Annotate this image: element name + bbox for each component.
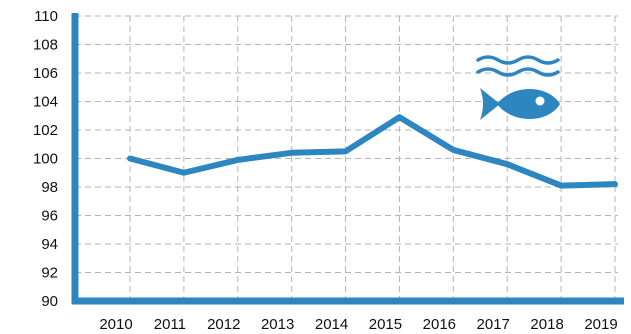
y-tick-label: 108 bbox=[33, 37, 58, 54]
y-tick-label: 90 bbox=[41, 293, 58, 310]
y-tick-label: 106 bbox=[33, 65, 58, 82]
x-axis-ticks: 2010 2011 2012 2013 2014 2015 2016 2017 2018 2019 bbox=[99, 316, 617, 333]
x-tick-label: 2019 bbox=[584, 316, 617, 333]
x-tick-label: 2013 bbox=[261, 316, 294, 333]
x-tick-label: 2017 bbox=[477, 316, 510, 333]
y-tick-label: 104 bbox=[33, 94, 58, 111]
x-tick-label: 2010 bbox=[99, 316, 132, 333]
y-tick-label: 102 bbox=[33, 122, 58, 139]
wave-icon bbox=[476, 55, 560, 65]
x-tick-label: 2014 bbox=[315, 316, 348, 333]
series-line bbox=[127, 114, 618, 189]
x-tick-label: 2015 bbox=[369, 316, 402, 333]
wave-icon bbox=[476, 67, 560, 77]
x-tick-label: 2016 bbox=[423, 316, 456, 333]
y-tick-label: 96 bbox=[41, 208, 58, 225]
x-tick-label: 2012 bbox=[207, 316, 240, 333]
fish-eye-icon bbox=[535, 96, 545, 106]
series-layer bbox=[127, 114, 618, 189]
fish-with-waves-icon bbox=[476, 55, 560, 120]
x-tick-label: 2018 bbox=[530, 316, 563, 333]
y-axis-ticks: 90 92 94 96 98 100 102 104 106 108 110 bbox=[33, 8, 58, 310]
y-tick-label: 98 bbox=[41, 179, 58, 196]
x-tick-label: 2011 bbox=[154, 316, 186, 333]
y-tick-label: 100 bbox=[33, 151, 58, 168]
fish-tail-icon bbox=[480, 88, 500, 120]
y-tick-label: 94 bbox=[41, 236, 58, 253]
y-tick-label: 110 bbox=[34, 8, 58, 25]
y-tick-label: 92 bbox=[41, 265, 58, 282]
fish-body-icon bbox=[497, 89, 560, 119]
